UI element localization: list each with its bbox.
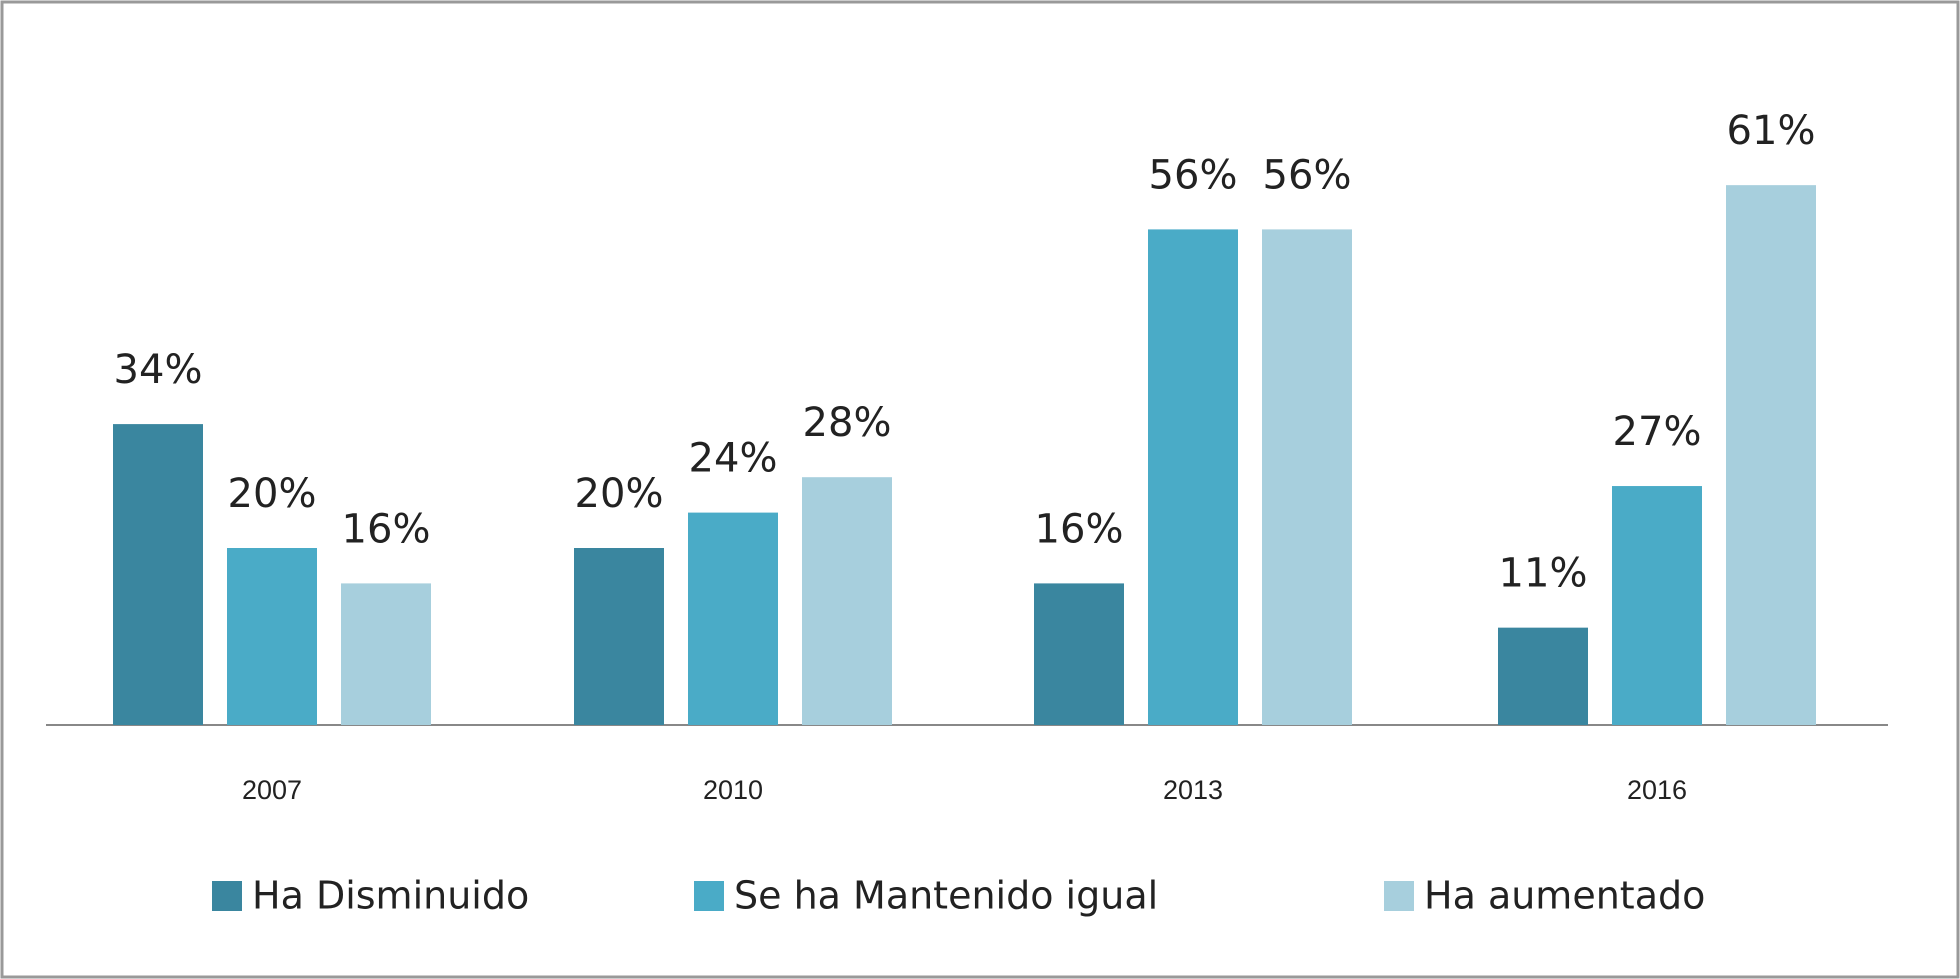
legend-swatch: [694, 881, 724, 911]
x-tick-label: 2013: [1163, 775, 1223, 805]
bar: [1262, 229, 1352, 725]
bar: [227, 548, 317, 725]
bar: [688, 512, 778, 725]
value-label: 20%: [228, 471, 317, 517]
x-tick-label: 2007: [242, 775, 302, 805]
value-label: 27%: [1613, 409, 1702, 455]
bar: [1498, 627, 1588, 725]
legend-swatch: [212, 881, 242, 911]
legend-label: Ha aumentado: [1424, 874, 1705, 918]
bar: [802, 477, 892, 725]
value-label: 56%: [1149, 152, 1238, 198]
value-label: 20%: [575, 471, 664, 517]
value-label: 56%: [1263, 152, 1352, 198]
bar: [1612, 486, 1702, 725]
x-tick-label: 2010: [703, 775, 763, 805]
value-label: 11%: [1499, 551, 1588, 597]
legend-label: Se ha Mantenido igual: [734, 874, 1158, 918]
bar: [113, 424, 203, 725]
value-label: 28%: [803, 400, 892, 446]
legend-label: Ha Disminuido: [252, 874, 529, 918]
value-label: 61%: [1727, 108, 1816, 154]
x-tick-label: 2016: [1627, 775, 1687, 805]
value-label: 16%: [342, 506, 431, 552]
bar: [1726, 185, 1816, 725]
bar: [1034, 583, 1124, 725]
value-label: 24%: [689, 436, 778, 482]
value-label: 34%: [114, 347, 203, 393]
bar: [1148, 229, 1238, 725]
bar: [341, 583, 431, 725]
bar: [574, 548, 664, 725]
value-label: 16%: [1035, 506, 1124, 552]
legend-swatch: [1384, 881, 1414, 911]
